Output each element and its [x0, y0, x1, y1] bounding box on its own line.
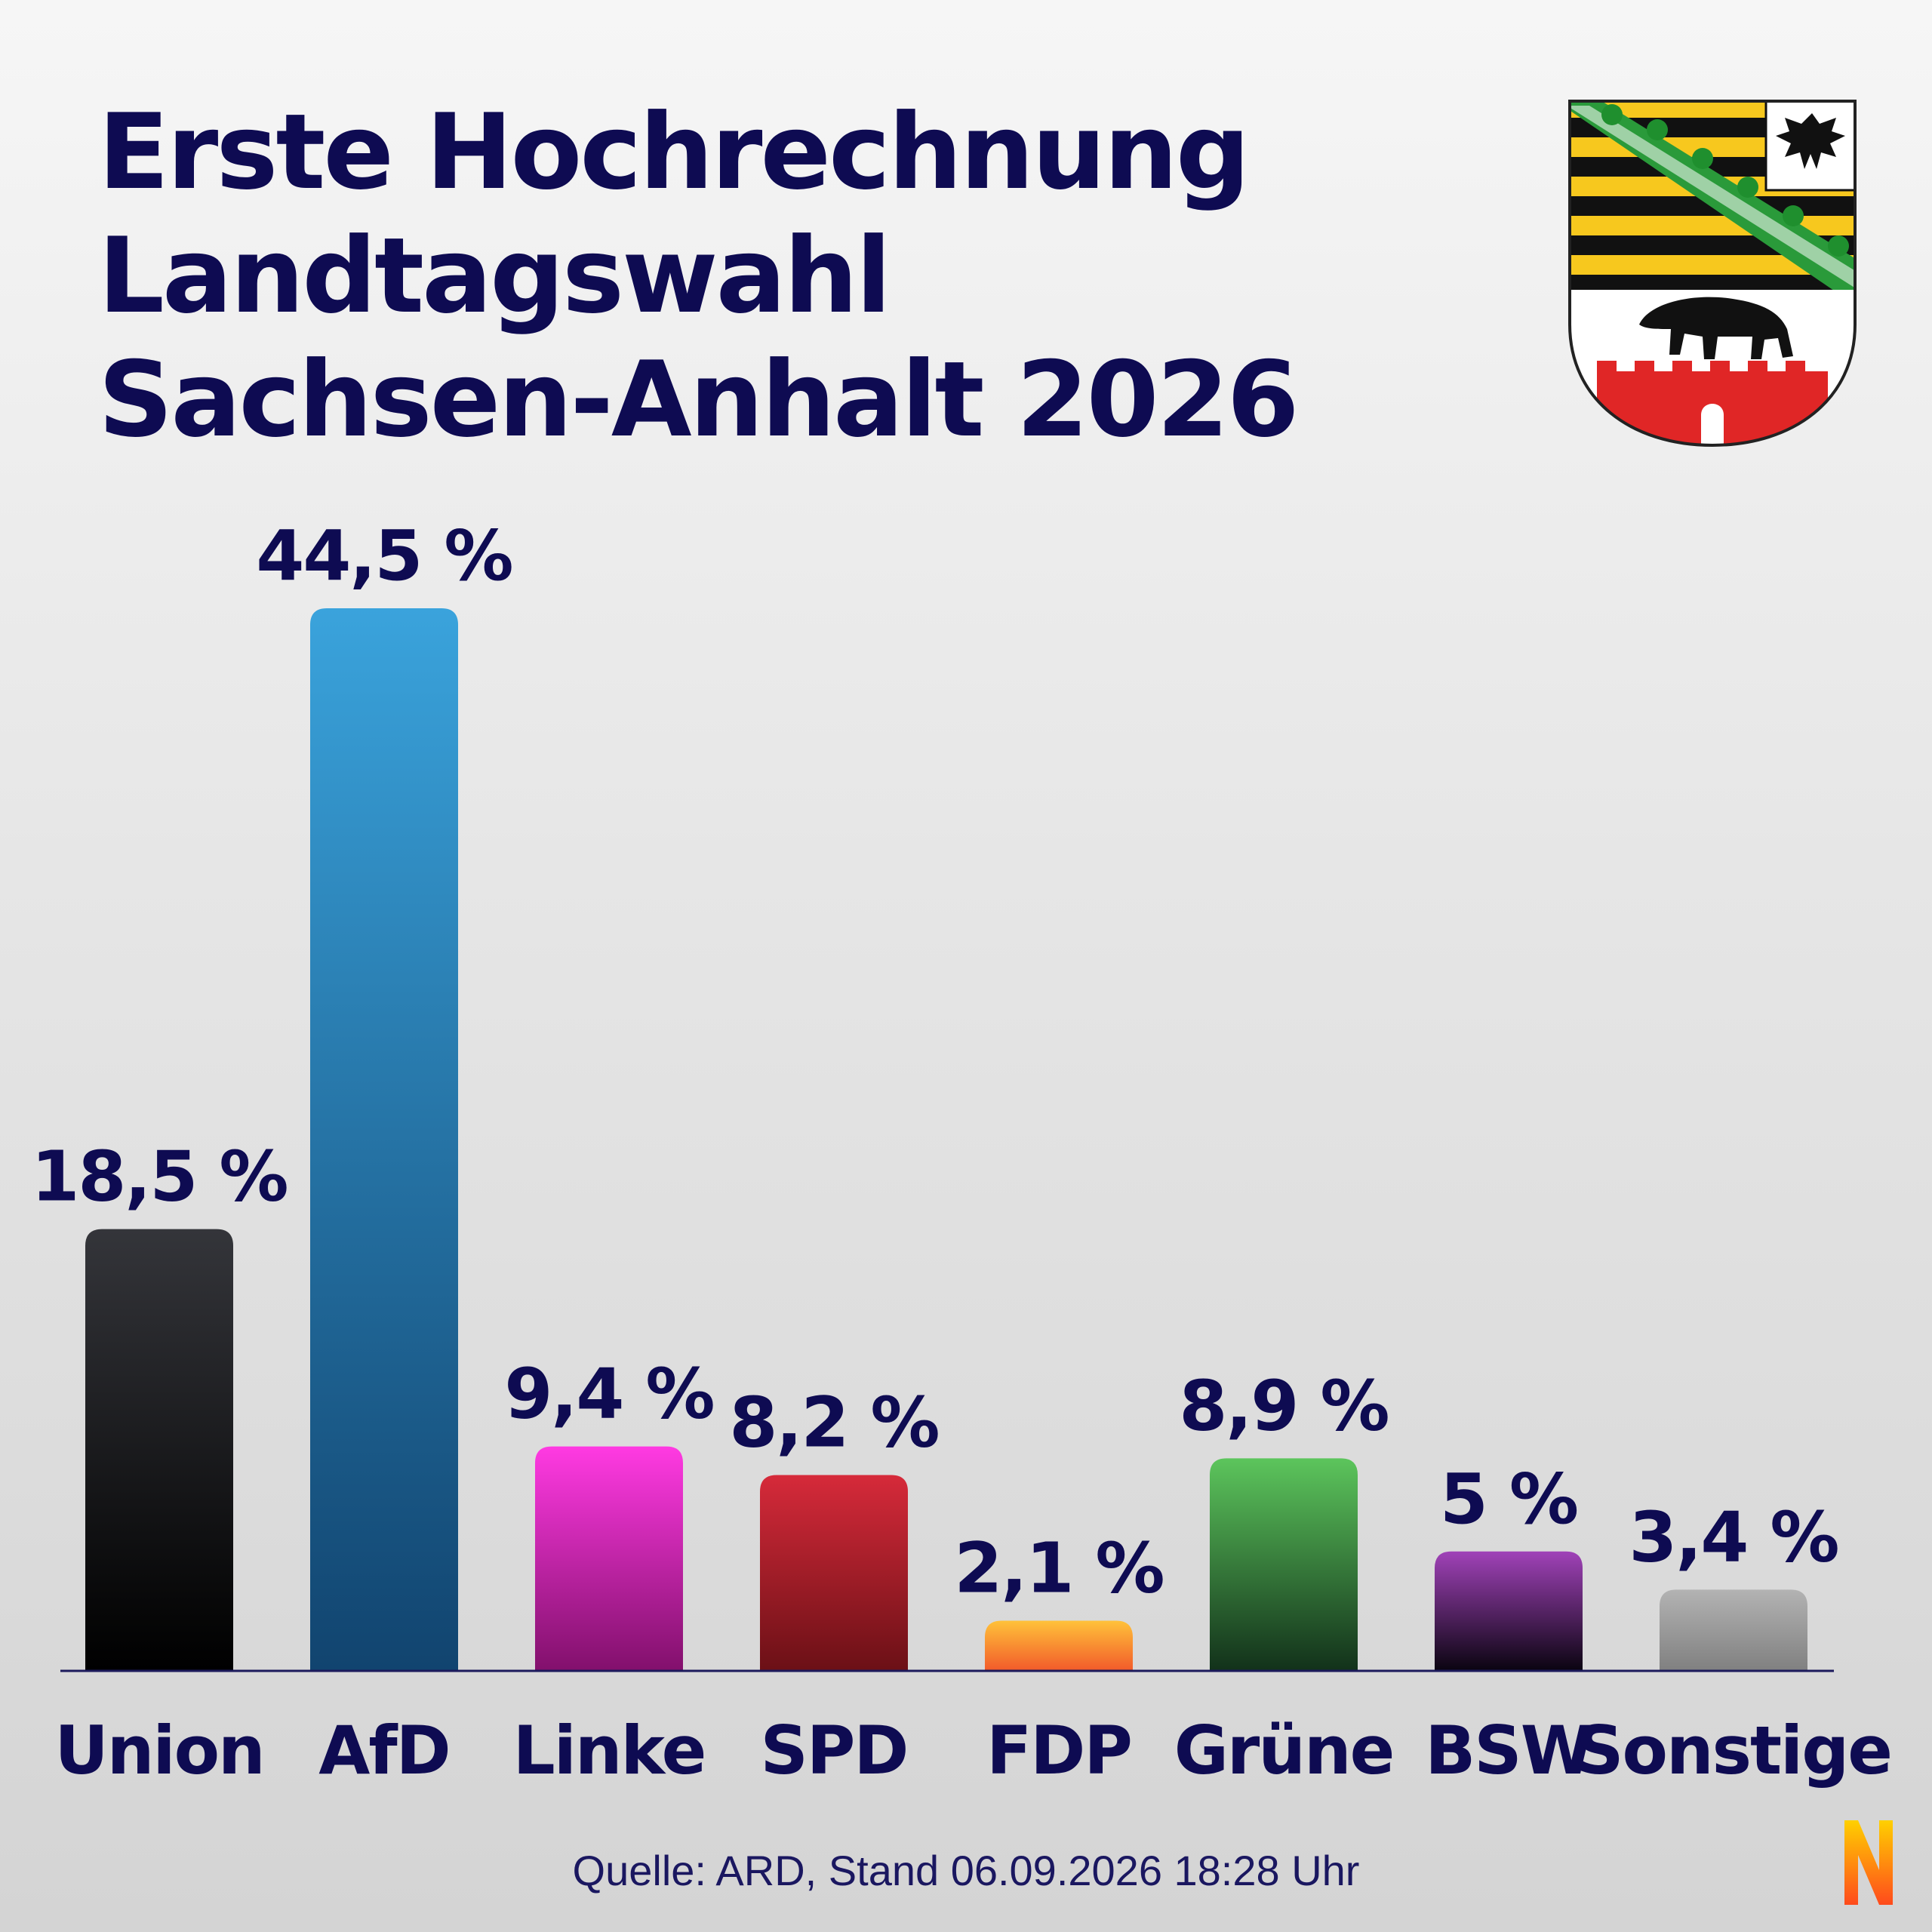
category-label-sonstige: Sonstige: [1576, 1712, 1891, 1789]
bar-fdp: [985, 1620, 1133, 1671]
title-line-1: Erste Hochrechnung: [98, 91, 1251, 213]
category-label-bsw: BSW: [1425, 1712, 1592, 1789]
chart-title: Erste Hochrechnung Landtagswahl Sachsen-…: [98, 91, 1300, 462]
bar-grüne: [1210, 1458, 1358, 1671]
bar-bsw: [1435, 1551, 1583, 1671]
category-label-linke: Linke: [513, 1712, 706, 1789]
value-label-fdp: 2,1 %: [954, 1528, 1163, 1609]
category-label-spd: SPD: [761, 1712, 908, 1789]
category-label-grüne: Grüne: [1174, 1712, 1394, 1789]
title-line-3: Sachsen-Anhalt 2026: [98, 339, 1300, 460]
bar-linke: [535, 1446, 683, 1671]
value-label-sonstige: 3,4 %: [1629, 1497, 1838, 1577]
brand-logo-icon: [1844, 1820, 1893, 1905]
category-label-afd: AfD: [318, 1712, 449, 1789]
category-label-fdp: FDP: [986, 1712, 1131, 1789]
value-label-grüne: 8,9 %: [1179, 1365, 1388, 1446]
value-label-spd: 8,2 %: [729, 1383, 938, 1463]
bar-sonstige: [1660, 1589, 1807, 1671]
category-label-union: Union: [54, 1712, 263, 1789]
bar-union: [85, 1229, 233, 1671]
bar-afd: [310, 608, 458, 1671]
value-label-linke: 9,4 %: [504, 1354, 713, 1435]
value-label-bsw: 5 %: [1440, 1459, 1577, 1540]
bar-spd: [760, 1475, 908, 1671]
title-line-2: Landtagswahl: [98, 215, 891, 337]
coat-of-arms-icon: [1568, 100, 1857, 448]
value-label-afd: 44,5 %: [256, 515, 512, 596]
value-label-union: 18,5 %: [31, 1137, 287, 1217]
source-note: Quelle: ARD, Stand 06.09.2026 18:28 Uhr: [572, 1847, 1360, 1894]
